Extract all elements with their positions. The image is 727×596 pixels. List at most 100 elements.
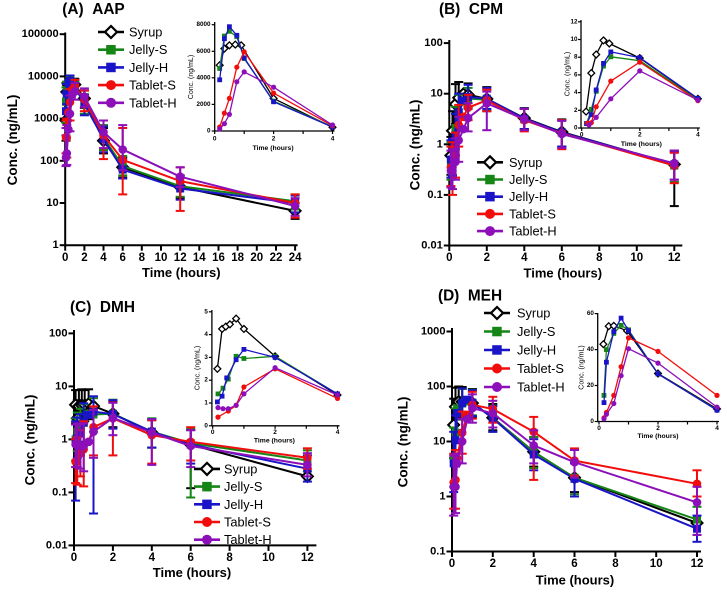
svg-text:Syrup: Syrup <box>129 25 162 40</box>
svg-text:4: 4 <box>530 558 537 570</box>
svg-text:Time (hours): Time (hours) <box>253 145 294 152</box>
svg-text:(D) MEH: (D) MEH <box>438 288 502 305</box>
svg-text:Time (hours): Time (hours) <box>637 433 678 440</box>
svg-text:24: 24 <box>289 252 302 264</box>
svg-text:Tablet-S: Tablet-S <box>129 78 176 93</box>
svg-text:Jelly-S: Jelly-S <box>129 42 167 57</box>
svg-text:2000: 2000 <box>196 101 211 108</box>
svg-text:1000: 1000 <box>421 326 446 338</box>
svg-text:10000: 10000 <box>28 70 59 82</box>
svg-text:100: 100 <box>40 155 59 167</box>
svg-text:Conc. (ng/mL): Conc. (ng/mL) <box>565 52 572 96</box>
svg-text:6: 6 <box>187 552 193 564</box>
svg-text:0: 0 <box>580 131 584 138</box>
svg-text:10: 10 <box>433 436 445 448</box>
svg-text:Time (hours): Time (hours) <box>142 265 221 280</box>
svg-text:16: 16 <box>212 252 225 264</box>
svg-text:10: 10 <box>430 88 442 100</box>
svg-text:3: 3 <box>204 354 208 361</box>
svg-text:100: 100 <box>424 37 443 49</box>
svg-text:Time (hours): Time (hours) <box>254 437 295 444</box>
svg-text:8000: 8000 <box>196 21 211 28</box>
svg-text:4: 4 <box>331 135 335 142</box>
svg-text:1: 1 <box>53 239 59 251</box>
svg-text:Conc. (ng/mL): Conc. (ng/mL) <box>195 346 202 390</box>
svg-text:(B) CPM: (B) CPM <box>439 1 503 18</box>
svg-text:8: 8 <box>612 558 619 570</box>
svg-text:4: 4 <box>574 89 578 96</box>
svg-text:14: 14 <box>193 252 206 264</box>
svg-text:Conc. (ng/mL): Conc. (ng/mL) <box>5 95 20 186</box>
svg-text:12: 12 <box>691 558 704 570</box>
svg-text:12: 12 <box>301 552 314 564</box>
svg-text:0: 0 <box>446 252 452 264</box>
svg-text:2: 2 <box>638 131 642 138</box>
svg-text:6: 6 <box>571 558 577 570</box>
svg-text:0: 0 <box>62 252 68 264</box>
svg-text:8: 8 <box>574 54 578 61</box>
svg-text:0: 0 <box>597 425 601 432</box>
svg-text:4: 4 <box>204 331 208 338</box>
svg-text:10: 10 <box>570 36 578 43</box>
svg-text:1: 1 <box>61 433 67 445</box>
svg-text:8: 8 <box>139 252 146 264</box>
svg-text:4: 4 <box>521 252 528 264</box>
svg-text:Tablet-S: Tablet-S <box>224 515 271 530</box>
svg-text:Jelly-S: Jelly-S <box>224 479 262 494</box>
svg-text:100: 100 <box>427 381 446 393</box>
svg-text:4: 4 <box>149 552 156 564</box>
svg-text:2: 2 <box>574 107 578 114</box>
svg-text:0.1: 0.1 <box>427 189 442 201</box>
svg-text:1: 1 <box>439 491 445 503</box>
svg-text:4: 4 <box>696 131 700 138</box>
svg-text:40: 40 <box>587 346 595 353</box>
svg-text:6: 6 <box>559 252 565 264</box>
svg-text:0.01: 0.01 <box>421 240 443 252</box>
svg-text:2: 2 <box>273 429 277 436</box>
svg-text:0: 0 <box>204 422 208 429</box>
svg-text:Syrup: Syrup <box>224 461 257 476</box>
svg-text:0: 0 <box>574 125 578 132</box>
svg-text:Tablet-H: Tablet-H <box>129 95 177 110</box>
svg-text:12: 12 <box>570 18 578 25</box>
svg-text:4000: 4000 <box>196 74 211 81</box>
svg-text:10: 10 <box>155 252 168 264</box>
svg-text:Syrup: Syrup <box>517 306 550 321</box>
svg-text:0: 0 <box>590 418 594 425</box>
svg-text:1: 1 <box>204 400 208 407</box>
svg-text:6: 6 <box>574 71 578 78</box>
svg-text:0: 0 <box>71 552 77 564</box>
svg-text:12: 12 <box>174 252 187 264</box>
svg-text:0.01: 0.01 <box>46 539 68 551</box>
svg-text:Tablet-S: Tablet-S <box>517 361 564 376</box>
svg-text:0.1: 0.1 <box>430 546 445 558</box>
svg-text:2: 2 <box>110 552 116 564</box>
svg-text:Conc. (ng/mL): Conc. (ng/mL) <box>408 100 423 191</box>
svg-text:4: 4 <box>715 425 719 432</box>
svg-text:18: 18 <box>231 252 244 264</box>
svg-text:8: 8 <box>596 252 603 264</box>
svg-text:Tablet-S: Tablet-S <box>509 206 556 221</box>
svg-text:Jelly-S: Jelly-S <box>517 324 555 339</box>
svg-text:4: 4 <box>100 252 107 264</box>
svg-text:Jelly-H: Jelly-H <box>224 497 263 512</box>
svg-text:(C) DMH: (C) DMH <box>70 299 135 316</box>
svg-text:8: 8 <box>226 552 233 564</box>
svg-text:10: 10 <box>46 197 58 209</box>
svg-text:Conc. (ng/mL): Conc. (ng/mL) <box>396 397 411 488</box>
svg-text:Tablet-H: Tablet-H <box>509 224 557 239</box>
svg-text:6000: 6000 <box>196 48 211 55</box>
svg-text:22: 22 <box>270 252 283 264</box>
svg-text:Conc. (ng/mL): Conc. (ng/mL) <box>23 395 38 486</box>
svg-text:10: 10 <box>262 552 275 564</box>
svg-text:20: 20 <box>250 252 263 264</box>
svg-text:1000: 1000 <box>34 113 59 125</box>
svg-text:12: 12 <box>668 252 681 264</box>
svg-text:0: 0 <box>213 135 217 142</box>
svg-text:2: 2 <box>484 252 490 264</box>
svg-text:Time (hours): Time (hours) <box>621 141 662 148</box>
svg-text:4: 4 <box>336 429 340 436</box>
svg-text:0: 0 <box>211 429 215 436</box>
svg-text:(A) AAP: (A) AAP <box>62 1 124 18</box>
svg-text:2: 2 <box>204 377 208 384</box>
